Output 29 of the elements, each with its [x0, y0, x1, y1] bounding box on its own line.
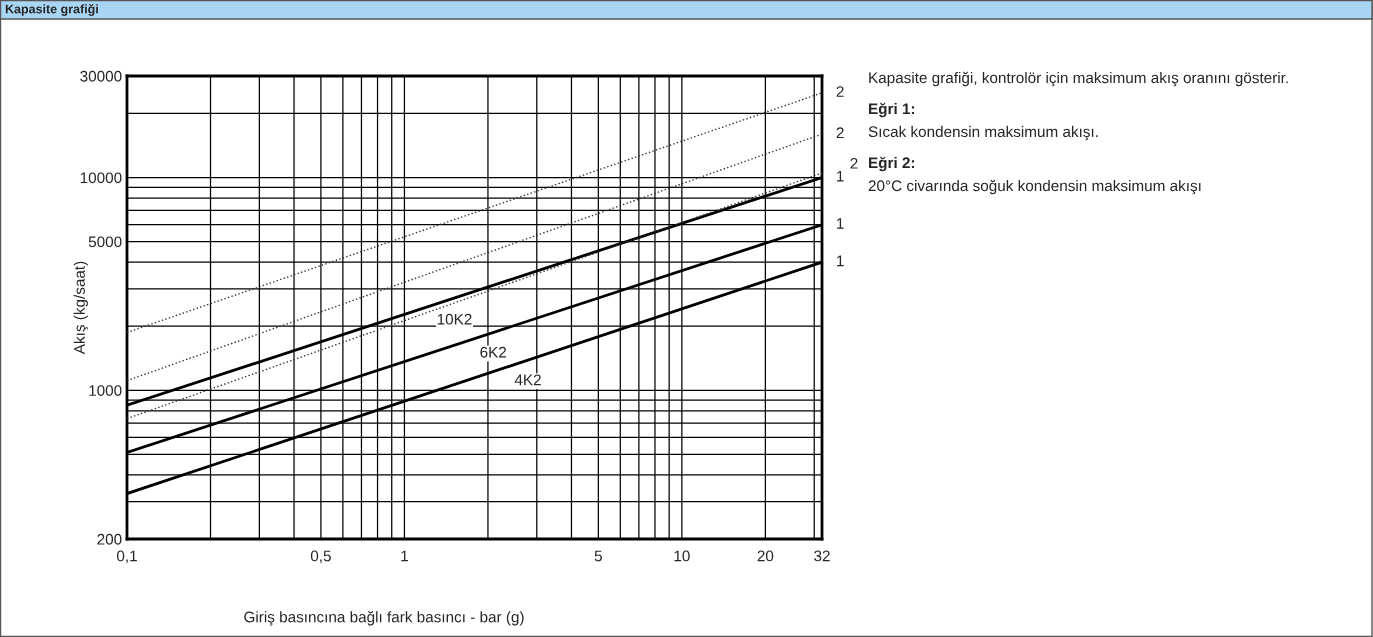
- text: Eğri 1:: [869, 102, 915, 118]
- y-tick-label: 5000: [88, 236, 122, 248]
- annotation: 1: [837, 170, 844, 182]
- y-tick-label: 30000: [80, 70, 122, 82]
- x-axis-title: Giriş basıncına bağlı fark basıncı - bar (g): [244, 611, 524, 626]
- x-tick-label: 20: [757, 550, 774, 562]
- text: Kapasite grafiği, kontrolör için maksimum akış oranını gösterir.: [869, 71, 1288, 87]
- x-tick-label: 0,1: [116, 550, 137, 564]
- text: Sıcak kondensin maksimum akışı.: [868, 125, 1098, 141]
- x-tick-label: 10: [674, 550, 690, 562]
- y-tick-label: 1000: [89, 385, 122, 396]
- x-tick-label: 0,5: [310, 550, 331, 564]
- x-tick-label: 1: [401, 550, 408, 562]
- annotation: 2: [850, 157, 858, 169]
- chart-title: Kapasite grafiği: [5, 4, 98, 16]
- y-tick-label: 10000: [80, 172, 122, 184]
- y-tick-label: 200: [97, 533, 122, 545]
- annotation: 10K2: [437, 313, 472, 325]
- x-tick-label: 5: [594, 550, 602, 562]
- annotation: 2: [836, 86, 844, 97]
- x-tick-label: 32: [814, 550, 830, 562]
- annotation: 1: [837, 255, 844, 267]
- text: 20°C civarında soğuk kondensin maksimum akışı: [868, 179, 1201, 195]
- text: Eğri 2:: [869, 156, 915, 172]
- annotation: 4K2: [514, 374, 541, 386]
- annotation: 1: [837, 218, 844, 229]
- y-axis-title: Akış (kg/saat): [73, 261, 88, 355]
- annotation: 2: [836, 127, 844, 139]
- annotation: 6K2: [480, 346, 507, 358]
